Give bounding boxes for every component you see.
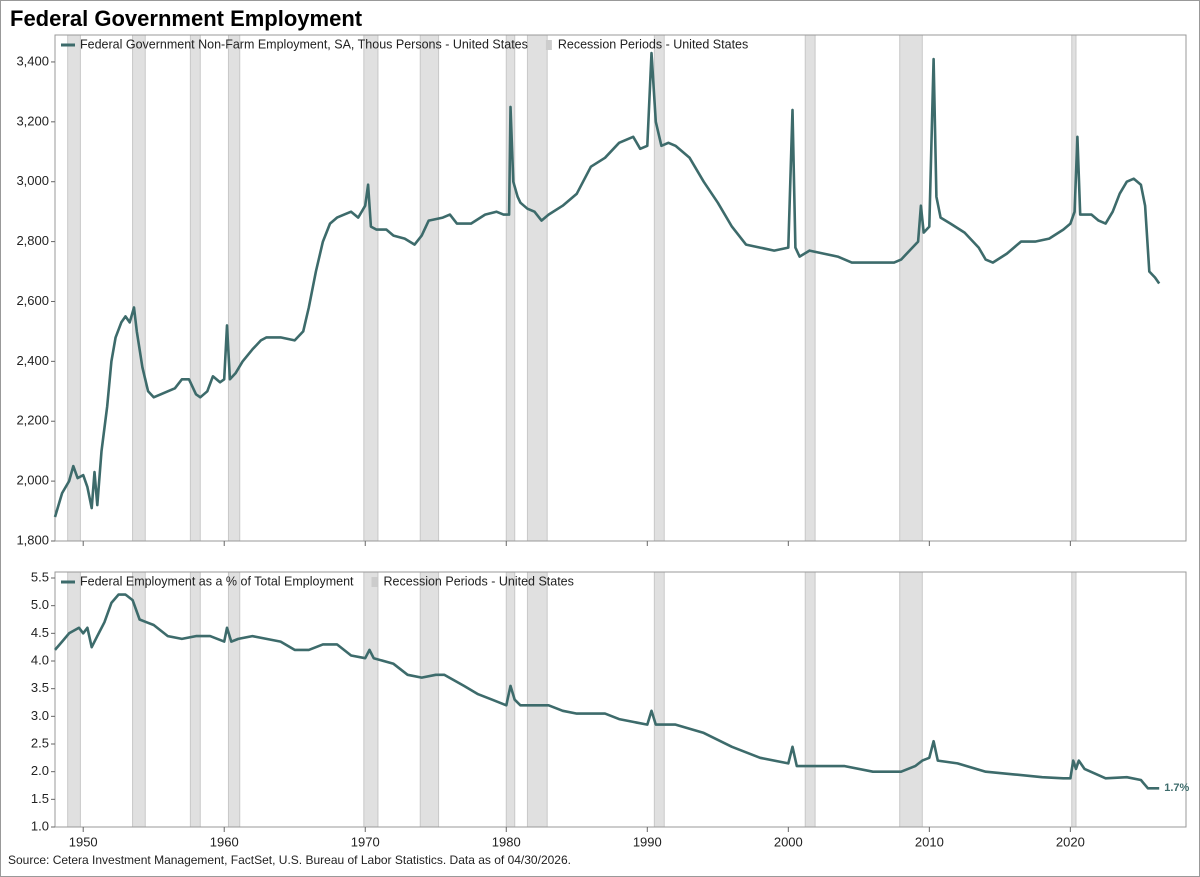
y-tick-label: 4.5 [31, 625, 49, 640]
y-tick-label: 2,600 [16, 293, 49, 308]
source-note: Source: Cetera Investment Management, Fa… [8, 853, 571, 867]
plot-frame [54, 34, 1187, 542]
legend-label: Federal Employment as a % of Total Emplo… [80, 574, 354, 588]
x-tick-label: 1950 [69, 834, 98, 849]
y-tick-label: 3.0 [31, 708, 49, 723]
recession-band [189, 34, 201, 542]
page-title: Federal Government Employment [10, 6, 363, 31]
y-tick-label: 1.0 [31, 818, 49, 833]
recession-band [653, 571, 665, 828]
recession-band [227, 34, 241, 542]
recession-band [1071, 34, 1077, 542]
recession-band [189, 571, 201, 828]
y-tick-label: 2,000 [16, 473, 49, 488]
recession-band [804, 571, 816, 828]
x-tick-label: 1980 [492, 834, 521, 849]
recession-band [363, 34, 379, 542]
plot-frame [54, 571, 1187, 828]
y-tick-label: 3.5 [31, 680, 49, 695]
recession-band [132, 571, 146, 828]
legend-swatch [371, 577, 378, 587]
y-tick-label: 2,800 [16, 233, 49, 248]
legend-label: Federal Government Non-Farm Employment, … [80, 37, 528, 51]
recession-band [526, 34, 548, 542]
recession-band [804, 34, 816, 542]
x-tick-label: 2000 [774, 834, 803, 849]
recession-band [132, 34, 146, 542]
y-tick-label: 5.0 [31, 597, 49, 612]
recession-band [899, 34, 923, 542]
x-tick-label: 2010 [915, 834, 944, 849]
legend-label: Recession Periods - United States [384, 574, 574, 588]
y-tick-label: 1.5 [31, 791, 49, 806]
data-line [54, 593, 1160, 790]
y-tick-label: 3,200 [16, 113, 49, 128]
x-tick-label: 1970 [351, 834, 380, 849]
y-tick-label: 3,400 [16, 53, 49, 68]
recession-band [227, 571, 241, 828]
recession-band [419, 34, 440, 542]
recession-band [526, 571, 548, 828]
y-tick-label: 2.5 [31, 735, 49, 750]
y-tick-label: 5.5 [31, 569, 49, 584]
y-tick-label: 2,200 [16, 413, 49, 428]
recession-band [363, 571, 379, 828]
data-line [53, 51, 1161, 518]
recession-band [419, 571, 440, 828]
recession-band [67, 571, 81, 828]
x-tick-label: 2020 [1056, 834, 1085, 849]
legend-label: Recession Periods - United States [558, 37, 748, 51]
legend-swatch [545, 40, 552, 50]
y-tick-label: 3,000 [16, 173, 49, 188]
y-tick-label: 4.0 [31, 652, 49, 667]
y-tick-label: 2,400 [16, 353, 49, 368]
y-tick-label: 2.0 [31, 763, 49, 778]
x-tick-label: 1960 [210, 834, 239, 849]
y-tick-label: 1,800 [16, 532, 49, 547]
recession-band [899, 571, 923, 828]
recession-band [1071, 571, 1077, 828]
x-tick-label: 1990 [633, 834, 662, 849]
end-value-label: 1.7% [1164, 782, 1189, 794]
